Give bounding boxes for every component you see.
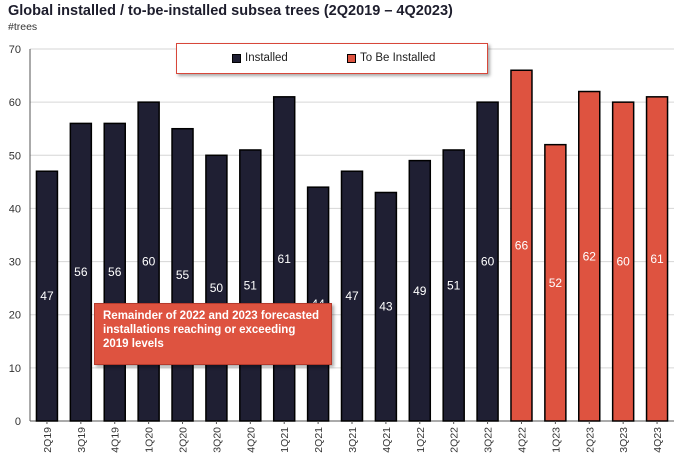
data-label: 61 xyxy=(278,252,292,266)
x-tick-label: 4Q20 xyxy=(245,427,257,453)
x-tick-label: 4Q22 xyxy=(516,427,528,453)
data-label: 52 xyxy=(549,276,563,290)
y-tick-label: 70 xyxy=(9,44,21,56)
data-label: 51 xyxy=(244,278,258,292)
data-label: 56 xyxy=(108,265,122,279)
data-label: 60 xyxy=(142,255,156,269)
x-tick-label: 1Q20 xyxy=(144,427,156,453)
chart-title: Global installed / to-be-installed subse… xyxy=(8,3,453,19)
x-tick-label: 2Q20 xyxy=(178,427,190,453)
x-tick-label: 1Q21 xyxy=(279,427,291,453)
data-label: 47 xyxy=(40,289,54,303)
data-label: 47 xyxy=(345,289,359,303)
x-tick-label: 3Q21 xyxy=(347,427,359,453)
y-tick-label: 0 xyxy=(15,416,21,428)
data-label: 49 xyxy=(413,284,427,298)
x-tick-label: 2Q22 xyxy=(449,427,461,453)
data-label: 60 xyxy=(616,255,630,269)
data-label: 56 xyxy=(74,265,88,279)
data-label: 55 xyxy=(176,268,190,282)
legend-item-to-be-installed: To Be Installed xyxy=(347,52,435,64)
x-tick-label: 3Q23 xyxy=(618,427,630,453)
chart-subtitle: #trees xyxy=(8,21,38,33)
legend-label-to-be-installed: To Be Installed xyxy=(360,52,436,64)
x-tick-label: 1Q23 xyxy=(550,427,562,453)
data-label: 60 xyxy=(481,255,495,269)
data-label: 50 xyxy=(210,281,224,295)
x-tick-label: 4Q23 xyxy=(652,427,664,453)
legend-swatch-to-be-installed xyxy=(347,53,356,63)
x-tick-label: 4Q19 xyxy=(110,427,122,453)
x-tick-label: 3Q19 xyxy=(76,427,88,453)
x-tick-label: 4Q21 xyxy=(381,427,393,453)
data-label: 43 xyxy=(379,300,393,314)
x-tick-label: 2Q21 xyxy=(313,427,325,453)
y-tick-label: 20 xyxy=(9,310,21,322)
data-label: 61 xyxy=(650,252,664,266)
x-tick-label: 2Q23 xyxy=(584,427,596,453)
y-tick-label: 50 xyxy=(9,150,21,162)
legend-swatch-installed xyxy=(232,53,241,63)
data-label: 51 xyxy=(447,278,461,292)
data-label: 66 xyxy=(515,239,529,253)
x-tick-label: 2Q19 xyxy=(42,427,54,453)
x-tick-label: 3Q22 xyxy=(483,427,495,453)
x-tick-label: 3Q20 xyxy=(211,427,223,453)
legend: Installed To Be Installed xyxy=(176,43,488,74)
y-tick-label: 60 xyxy=(9,97,21,109)
legend-label-installed: Installed xyxy=(245,52,288,64)
x-tick-label: 1Q22 xyxy=(415,427,427,453)
y-tick-label: 40 xyxy=(9,203,21,215)
annotation-box: Remainder of 2022 and 2023 forecasted in… xyxy=(94,303,332,365)
legend-item-installed: Installed xyxy=(232,52,288,64)
y-tick-label: 30 xyxy=(9,257,21,269)
y-tick-label: 10 xyxy=(9,363,21,375)
data-label: 62 xyxy=(583,249,597,263)
